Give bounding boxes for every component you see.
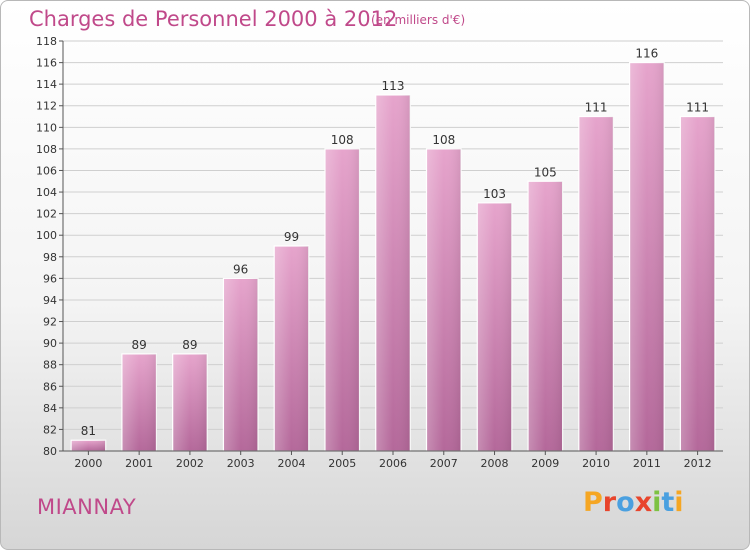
chart-title: Charges de Personnel 2000 à 2012 <box>29 7 398 31</box>
y-tick-label: 102 <box>36 208 57 221</box>
value-label: 81 <box>81 424 96 438</box>
bar-shine <box>172 353 208 451</box>
x-tick-label: 2007 <box>430 457 458 470</box>
y-tick-label: 90 <box>43 337 57 350</box>
y-tick-label: 112 <box>36 100 57 113</box>
value-label: 108 <box>432 133 455 147</box>
bar-shine <box>578 116 614 452</box>
value-label: 105 <box>534 165 557 179</box>
y-tick-label: 110 <box>36 121 57 134</box>
bar-shine <box>629 62 665 451</box>
y-tick-label: 108 <box>36 143 57 156</box>
y-tick-label: 116 <box>36 57 57 70</box>
y-tick-label: 82 <box>43 423 57 436</box>
value-label: 99 <box>284 230 299 244</box>
value-label: 89 <box>132 338 147 352</box>
bar-shine <box>274 246 309 451</box>
x-tick-label: 2010 <box>582 457 610 470</box>
y-tick-label: 100 <box>36 229 57 242</box>
x-tick-label: 2000 <box>74 457 102 470</box>
chart-subtitle: (en milliers d'€) <box>371 13 466 27</box>
y-tick-label: 80 <box>43 445 57 458</box>
x-tick-label: 2012 <box>684 457 712 470</box>
value-label: 111 <box>686 101 709 115</box>
bar-shine <box>375 94 411 452</box>
value-label: 103 <box>483 187 506 201</box>
bar-shine <box>680 116 715 452</box>
axis-layer: 80 82 84 86 88 90 92 94 96 98 100 102 104 106 108 110 11… <box>36 35 723 470</box>
y-tick-label: 88 <box>43 359 57 372</box>
x-tick-label: 2001 <box>125 457 153 470</box>
y-tick-label: 92 <box>43 316 57 329</box>
y-tick-label: 114 <box>36 78 57 91</box>
x-tick-label: 2008 <box>481 457 509 470</box>
value-label: 111 <box>585 101 608 115</box>
bar-shine <box>426 148 462 452</box>
value-label: 96 <box>233 262 248 276</box>
bar-shine <box>121 353 157 451</box>
value-label: 116 <box>635 47 658 61</box>
x-tick-label: 2002 <box>176 457 204 470</box>
bar-shine <box>477 202 512 451</box>
bar-layer <box>70 61 716 452</box>
y-tick-label: 84 <box>43 402 57 415</box>
bar-shine <box>528 181 563 451</box>
bar-shine <box>324 148 360 452</box>
proxiti-logo: Proxiti <box>583 487 684 518</box>
y-tick-label: 106 <box>36 164 57 177</box>
label-layer: 81 89 89 96 99 108 113 108 103 105 111 116 111 <box>81 47 709 439</box>
value-label: 113 <box>382 79 405 93</box>
x-tick-label: 2003 <box>227 457 255 470</box>
y-tick-label: 98 <box>43 251 57 264</box>
commune-name: MIANNAY <box>37 495 137 519</box>
y-tick-label: 96 <box>43 272 57 285</box>
value-label: 89 <box>182 338 197 352</box>
x-tick-label: 2011 <box>633 457 661 470</box>
x-tick-label: 2006 <box>379 457 407 470</box>
y-tick-label: 104 <box>36 186 57 199</box>
bar-shine <box>223 278 258 451</box>
x-tick-label: 2005 <box>328 457 356 470</box>
bar-shine <box>71 440 106 451</box>
x-tick-label: 2009 <box>531 457 559 470</box>
y-tick-label: 94 <box>43 294 57 307</box>
y-tick-label: 118 <box>36 35 57 48</box>
value-label: 108 <box>331 133 354 147</box>
x-tick-label: 2004 <box>277 457 305 470</box>
y-tick-label: 86 <box>43 380 57 393</box>
